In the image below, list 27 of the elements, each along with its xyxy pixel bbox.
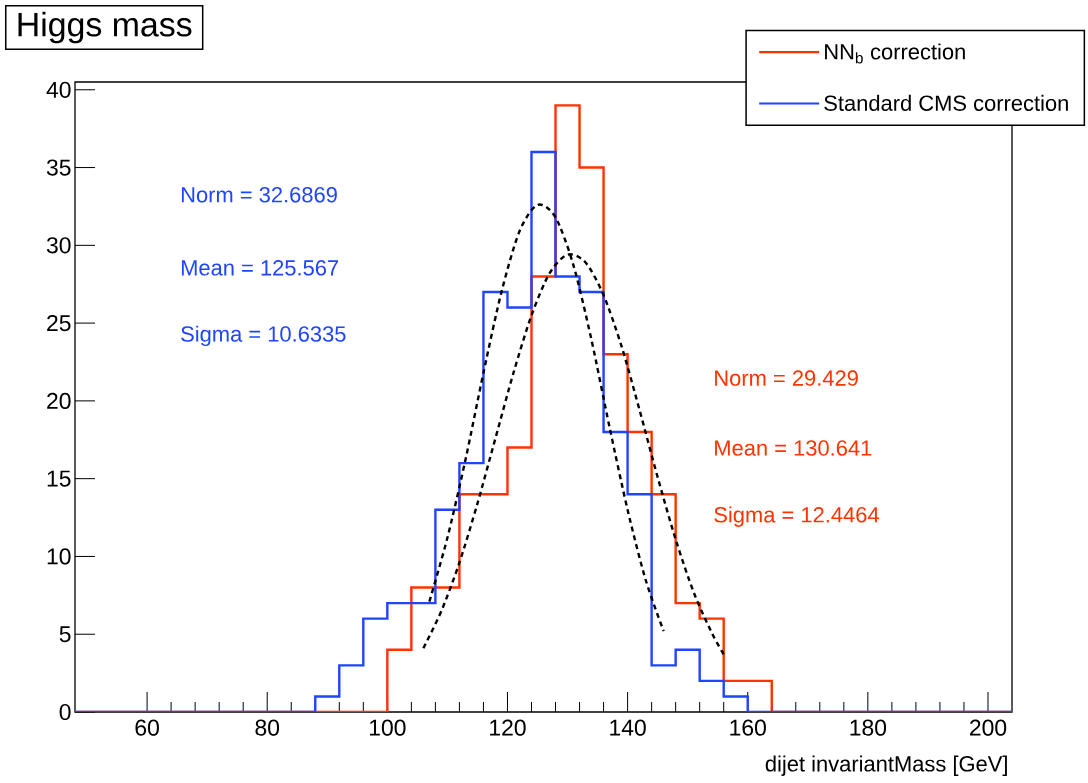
- x-tick-label: 160: [730, 719, 766, 736]
- y-tick-label: 30: [46, 237, 71, 254]
- annotation: Norm = 32.6869: [181, 187, 337, 203]
- chart-title: Higgs mass: [18, 11, 192, 44]
- annotation: Sigma = 10.6335: [181, 325, 346, 347]
- legend-label: NN$_{b}$ correction: [825, 43, 965, 64]
- x-axis-title: dijet invariantMass [GeV]: [765, 755, 1007, 776]
- annotation: Norm = 29.429: [715, 370, 858, 386]
- x-tick-label: 180: [850, 719, 887, 736]
- y-tick-label: 20: [47, 392, 71, 409]
- y-tick-label: 10: [47, 548, 71, 565]
- y-tick-label: 0: [59, 703, 71, 721]
- y-tick-label: 35: [46, 159, 71, 176]
- x-tick-label: 60: [135, 719, 159, 736]
- annotation: Mean = 125.567: [181, 260, 339, 276]
- x-tick-label: 80: [255, 719, 280, 736]
- y-tick-label: 40: [46, 81, 71, 98]
- y-tick-label: 5: [59, 626, 71, 643]
- x-tick-label: 100: [369, 719, 406, 736]
- x-tick-label: 200: [970, 719, 1007, 736]
- y-tick-label: 25: [47, 314, 71, 332]
- x-tick-label: 140: [610, 719, 646, 736]
- y-tick-label: 15: [47, 470, 71, 487]
- legend-label: Standard CMS correction: [824, 94, 1068, 111]
- x-tick-label: 120: [490, 719, 526, 736]
- annotation: Mean = 130.641: [715, 440, 872, 456]
- annotation: Sigma = 12.4464: [714, 506, 879, 527]
